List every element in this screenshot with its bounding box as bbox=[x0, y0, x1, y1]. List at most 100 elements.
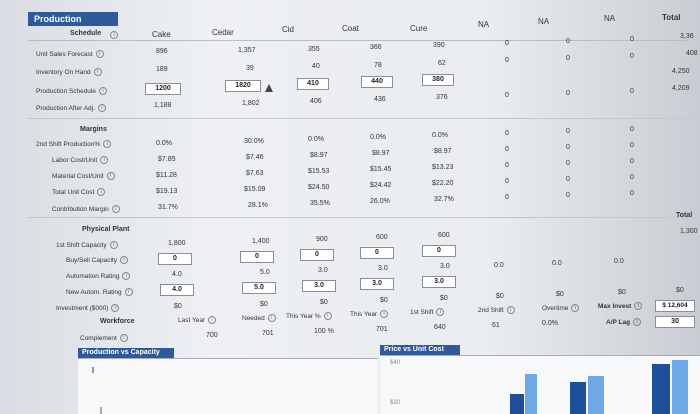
buy-sell-capacity-input-cure[interactable]: 0 bbox=[422, 245, 456, 257]
row-label-text: Total Unit Cost bbox=[52, 188, 95, 196]
ap-lag-input[interactable]: 30 bbox=[655, 316, 695, 328]
cell-value: 0 bbox=[505, 194, 509, 201]
info-icon[interactable]: i bbox=[571, 304, 580, 312]
cell-value: $8.97 bbox=[310, 152, 328, 159]
new-autom-rating-input-cake[interactable]: 4.0 bbox=[160, 284, 194, 296]
cell-value: 0 bbox=[505, 92, 509, 99]
info-icon[interactable]: i bbox=[208, 316, 217, 324]
production-schedule-input-cure[interactable]: 380 bbox=[422, 74, 454, 86]
cell-value: $7.85 bbox=[158, 156, 176, 163]
row-label-labor-cost-unit: Labor Cost/Unit i bbox=[52, 156, 109, 164]
col-header-cid: Cid bbox=[282, 25, 295, 34]
info-icon[interactable]: i bbox=[634, 302, 643, 310]
buy-sell-capacity-input-cedar[interactable]: 0 bbox=[240, 251, 274, 263]
col-header-coat: Coat bbox=[342, 24, 359, 33]
info-icon[interactable]: i bbox=[97, 188, 106, 196]
cell-value: 0 bbox=[566, 160, 570, 167]
production-vs-capacity-chart bbox=[78, 358, 378, 414]
cell-value: $11.28 bbox=[156, 172, 177, 179]
production-schedule-input-cid[interactable]: 410 bbox=[297, 78, 329, 90]
info-icon[interactable]: i bbox=[436, 308, 445, 316]
info-icon[interactable]: i bbox=[119, 256, 128, 264]
cell-value: 701 bbox=[376, 326, 388, 333]
plant-total-label: Total bbox=[676, 212, 693, 219]
cell-value: 4.0 bbox=[172, 271, 182, 278]
cell-value: 600 bbox=[438, 232, 450, 239]
cell-value: 1,400 bbox=[252, 238, 270, 245]
header-text: Overtime bbox=[542, 304, 569, 312]
cell-value: $22.20 bbox=[432, 180, 454, 187]
cell-value: $7.63 bbox=[246, 170, 264, 177]
info-icon[interactable]: i bbox=[506, 306, 515, 314]
workforce-header-max-invest: Max Invest i bbox=[598, 302, 643, 310]
new-autom-rating-input-cid[interactable]: 3.0 bbox=[302, 280, 336, 292]
info-icon[interactable]: i bbox=[111, 304, 120, 312]
row-label-total-unit-cost: Total Unit Cost i bbox=[52, 188, 106, 196]
info-icon[interactable]: i bbox=[119, 334, 128, 342]
axis-tick-label: $40 bbox=[390, 360, 401, 366]
info-icon[interactable]: i bbox=[122, 272, 131, 280]
cell-value: 39 bbox=[246, 65, 254, 72]
buy-sell-capacity-input-coat[interactable]: 0 bbox=[360, 247, 394, 259]
max-invest-input[interactable]: $ 12,604 bbox=[655, 300, 695, 312]
workforce-header-this-year-pct: This Year % i bbox=[286, 312, 332, 320]
info-icon[interactable]: i bbox=[124, 288, 133, 296]
cell-value: $13.23 bbox=[432, 164, 454, 171]
info-icon[interactable]: i bbox=[99, 87, 107, 95]
info-icon[interactable]: i bbox=[110, 31, 118, 39]
header-text: Needed bbox=[242, 314, 265, 322]
cell-value: $8.97 bbox=[434, 148, 452, 155]
cell-value: 0 bbox=[630, 174, 634, 181]
cell-value: 100 % bbox=[314, 328, 334, 335]
info-icon[interactable]: i bbox=[323, 312, 332, 320]
production-schedule-input-cedar[interactable]: 1820 bbox=[225, 80, 261, 92]
cell-value: 0.0 bbox=[614, 258, 624, 265]
cell-value: 62 bbox=[438, 60, 446, 67]
production-schedule-input-coat[interactable]: 440 bbox=[361, 76, 393, 88]
info-icon[interactable]: i bbox=[267, 314, 276, 322]
workforce-header-1st-shift: 1st Shift i bbox=[410, 308, 445, 316]
row-label-text: Contribution Margin bbox=[52, 205, 109, 213]
cell-value: 1,800 bbox=[168, 240, 186, 247]
margins-label: Margins bbox=[80, 126, 107, 133]
row-label-text: Labor Cost/Unit bbox=[52, 156, 98, 164]
cell-value: 1,188 bbox=[154, 102, 172, 109]
buy-sell-capacity-input-cake[interactable]: 0 bbox=[158, 253, 192, 265]
row-label-text: Buy/Sell Capacity bbox=[66, 256, 117, 264]
buy-sell-capacity-input-cid[interactable]: 0 bbox=[300, 249, 334, 261]
row-label-2nd-shift-production: 2nd Shift Production% i bbox=[36, 140, 112, 148]
info-icon[interactable]: i bbox=[106, 172, 115, 180]
chart-tick bbox=[92, 367, 94, 373]
info-icon[interactable]: i bbox=[100, 156, 109, 164]
new-autom-rating-input-cure[interactable]: 3.0 bbox=[422, 276, 456, 288]
cell-value: 0 bbox=[630, 158, 634, 165]
schedule-label: Schedule bbox=[70, 30, 102, 37]
info-icon[interactable]: i bbox=[93, 68, 102, 76]
info-icon[interactable]: i bbox=[95, 50, 104, 58]
row-label-text: Automation Rating bbox=[66, 272, 120, 280]
info-icon[interactable]: i bbox=[380, 310, 389, 318]
production-schedule-input-cake[interactable]: 1200 bbox=[145, 83, 181, 95]
cell-value: 0 bbox=[630, 126, 634, 133]
cell-value: $15.53 bbox=[308, 168, 330, 175]
info-icon[interactable]: i bbox=[97, 104, 106, 112]
row-label-text: 1st Shift Capacity bbox=[56, 241, 107, 249]
new-autom-rating-input-coat[interactable]: 3.0 bbox=[360, 278, 394, 290]
info-icon[interactable]: i bbox=[109, 241, 118, 249]
info-icon[interactable]: i bbox=[633, 318, 642, 326]
cell-value: 0 bbox=[566, 38, 570, 45]
cell-value: 896 bbox=[156, 48, 168, 55]
cell-value: 0 bbox=[505, 162, 509, 169]
workforce-header-this-year: This Year i bbox=[350, 310, 389, 318]
cell-value: 0 bbox=[630, 53, 634, 60]
info-icon[interactable]: i bbox=[103, 140, 112, 148]
cell-value: 0 bbox=[566, 192, 570, 199]
cell-value: 61 bbox=[492, 322, 500, 329]
cell-value: 3.0 bbox=[378, 265, 388, 272]
cell-value: 0 bbox=[630, 88, 634, 95]
cell-value: 0 bbox=[630, 142, 634, 149]
workforce-label: Workforce bbox=[100, 318, 135, 325]
new-autom-rating-input-cedar[interactable]: 5.0 bbox=[242, 282, 276, 294]
info-icon[interactable]: i bbox=[111, 205, 120, 213]
cell-value: 28.1% bbox=[248, 202, 268, 209]
